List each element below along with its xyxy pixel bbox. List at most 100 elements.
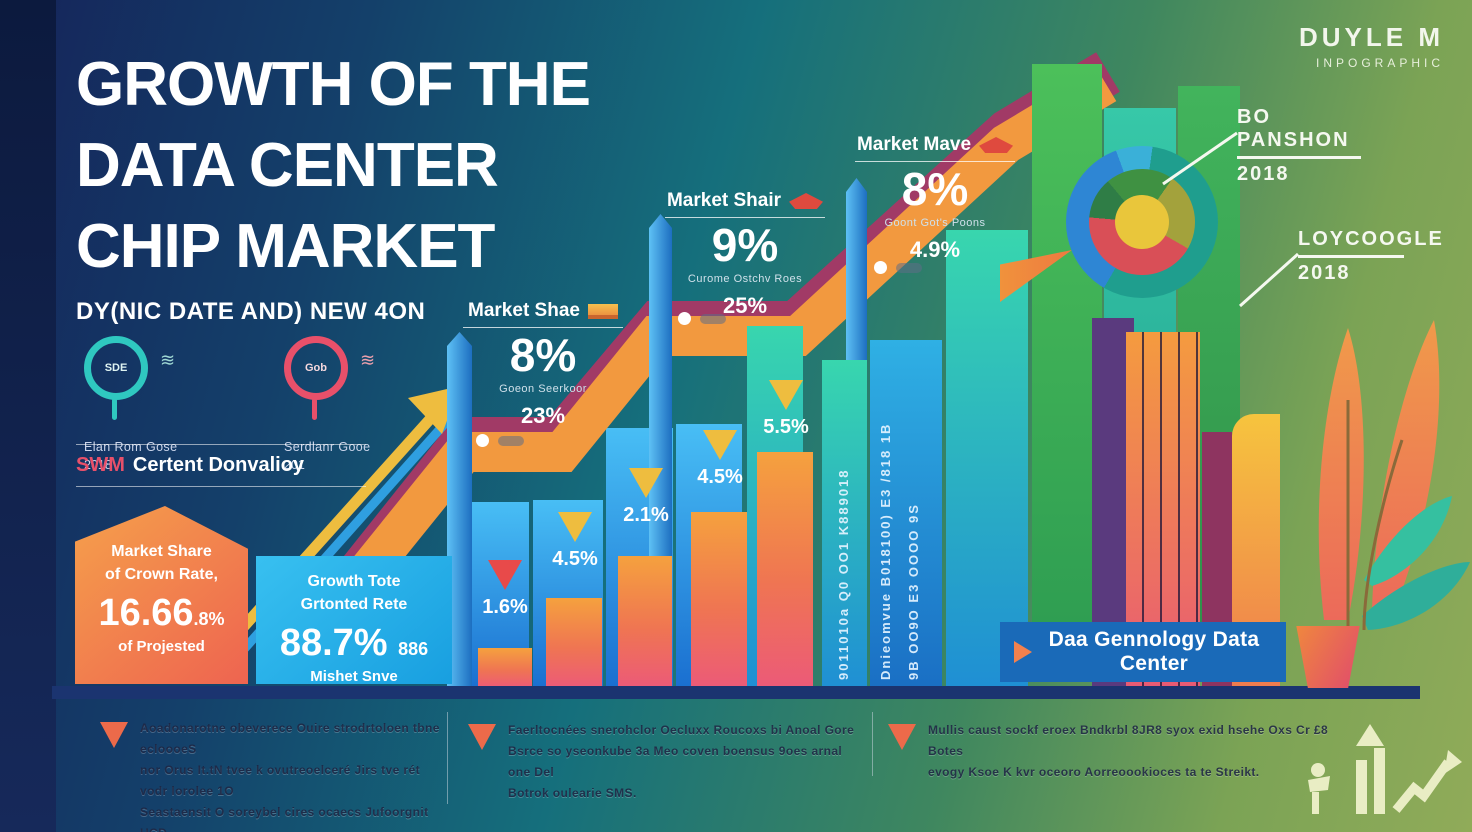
plant-leaf-teal: [1364, 496, 1452, 586]
footnote-2: Faerltocnées snerohclor Oecluxx Roucoxs …: [508, 720, 863, 804]
down-triangle-icon: [558, 512, 592, 542]
gauge-item: SDE ≋ Elan Rom Gose 2018: [84, 336, 224, 472]
figure-head: [1311, 763, 1325, 777]
gauge-tail: [112, 398, 117, 420]
bar-1-value: 1.6%: [482, 596, 528, 618]
leader-line: [1238, 252, 1300, 308]
share-value: 8%: [509, 329, 577, 381]
gauge-ring-icon: SDE: [84, 336, 148, 400]
footnote-line: evogy Ksoe K kvr oceoro Aorreoookioces t…: [928, 765, 1260, 779]
gauge-year: 2018: [84, 458, 112, 472]
footnote-line: Botrok oulearie SMS.: [508, 786, 637, 800]
wave-icon: ≋: [160, 350, 176, 370]
wave-icon: ≋: [360, 350, 376, 370]
brand-block: DUYLE M INPOGRAPHIC: [1299, 22, 1444, 70]
share-callout-title: Market Shae: [468, 300, 618, 322]
stat-card-value: 16.66.8%: [98, 592, 225, 635]
annotation-1: BO PANSHON 2018: [1237, 106, 1361, 186]
gauge-label: Elan Rom Gose: [84, 440, 178, 454]
figure-body: [1308, 776, 1330, 792]
footnote-line: Mullis caust sockf eroex Bndkrbl 8JR8 sy…: [928, 723, 1329, 758]
bar-5-label: 5.5%: [754, 380, 818, 439]
footnote-line: Aoadonarotne obeverece Ouire strodrtoloe…: [140, 721, 440, 756]
chart-baseline: [52, 686, 1420, 699]
title-line-1: GROWTH OF THE: [76, 50, 591, 119]
down-triangle-icon: [488, 560, 522, 590]
bar-4-label: 4.5%: [688, 430, 752, 489]
stat-card-title-line: Growth Tote: [307, 573, 401, 590]
share-callout-title-text: Market Mave: [856, 134, 972, 155]
down-triangle-icon: [769, 380, 803, 410]
donut-center: [1115, 195, 1169, 249]
stat-card-title-line: Market Share: [111, 543, 212, 560]
footnote-marker-icon: [888, 724, 916, 750]
brand-name: DUYLE M: [1299, 22, 1444, 52]
doodle-bar: [1356, 760, 1367, 814]
green-tower: [1032, 64, 1102, 624]
footnote-line: Faerltocnées snerohclor Oecluxx Roucoxs …: [508, 723, 855, 737]
bar-5: [757, 452, 813, 688]
gauge-item: Gob ≋ Serdlanr Gooe 201: [284, 336, 424, 472]
chip-icon: [587, 303, 618, 319]
plant-illustration: [1318, 320, 1470, 631]
share-callout-title-text: Market Shair: [666, 190, 782, 211]
stat-card-caption: of Projested: [118, 638, 205, 656]
blue-bar-b: [870, 340, 942, 688]
teal-bar-a: [822, 360, 867, 688]
footnote-line: Bsrce so yseonkube 3a Meo coven boensus …: [508, 744, 843, 779]
timeline-pill: [896, 263, 922, 273]
footnote-divider: [872, 712, 873, 776]
share-value: 8%: [901, 163, 969, 215]
stat-card-title: Market Share of Crown Rate,: [75, 540, 248, 586]
stat-card-title-line: of Crown Rate,: [105, 566, 218, 584]
share-callout-1: Market Shae 8% Goeon Seerkoor 23%: [448, 300, 638, 429]
banner-text: Daa Gennology Data Center: [1048, 628, 1260, 675]
bar-1-label: 1.6%: [473, 560, 537, 619]
bar-2-label: 4.5%: [543, 512, 607, 571]
plant-pot: [1296, 626, 1360, 688]
bar-4: [691, 512, 747, 688]
bar-5-value: 5.5%: [763, 416, 809, 438]
trend-doodle-icons: [1308, 724, 1462, 814]
share-value: 9%: [711, 219, 779, 271]
annotation-year: 2018: [1237, 163, 1290, 185]
doodle-bar: [1374, 748, 1385, 814]
plant-stem: [1362, 439, 1404, 631]
page-title: GROWTH OF THE DATA CENTER CHIP MARKET: [76, 44, 591, 288]
donut-inner-ring: [1089, 169, 1195, 275]
share-callout-title: Market Shair: [666, 190, 824, 212]
stat-card-title: Growth Tote Grtonted Rete: [256, 570, 452, 616]
annotation-label: LOYCOOGLE: [1298, 228, 1442, 258]
bar-3: [618, 556, 672, 688]
page-subtitle: DY(NIC DATE AND) NEW 4ON: [76, 298, 426, 325]
timeline-pill: [498, 436, 524, 446]
title-line-3: CHIP MARKET: [76, 212, 495, 282]
doodle-up-arrow: [1356, 724, 1384, 746]
underline: [463, 327, 623, 328]
timeline-pill: [700, 314, 726, 324]
share-sub-value: 23%: [520, 402, 566, 428]
divider-line: [76, 444, 366, 445]
doodle-zigzag: [1392, 759, 1452, 813]
timeline-dot: [678, 312, 691, 325]
share-callout-title: Market Mave: [856, 134, 1014, 156]
bar-3-label: 2.1%: [614, 468, 678, 527]
annotation-year: 2018: [1298, 262, 1351, 284]
stat-card-caption: Mishet Snve: [310, 668, 398, 686]
section-label: Certent Donvalioy: [132, 454, 305, 476]
share-callout-title-text: Market Shae: [468, 300, 580, 321]
share-callout-3: Market Mave 8% Goont Got's Poons 4.9%: [840, 134, 1030, 263]
section-prefix: SWM: [76, 454, 125, 476]
gauge-label: Serdlanr Gooe: [284, 440, 371, 454]
down-triangle-icon: [629, 468, 663, 498]
timeline-dot: [874, 261, 887, 274]
stat-card-title-line: Grtonted Rete: [300, 596, 408, 614]
stat-card-value: 88.7% 886: [279, 622, 429, 665]
footnote-line: Seastaensit O soreybel cires ocaecs Jufo…: [140, 805, 429, 832]
bar-4-value: 4.5%: [697, 466, 743, 488]
annotation-label: BO PANSHON: [1237, 106, 1361, 159]
play-arrow-icon: [1014, 641, 1032, 663]
down-triangle-icon: [703, 430, 737, 460]
